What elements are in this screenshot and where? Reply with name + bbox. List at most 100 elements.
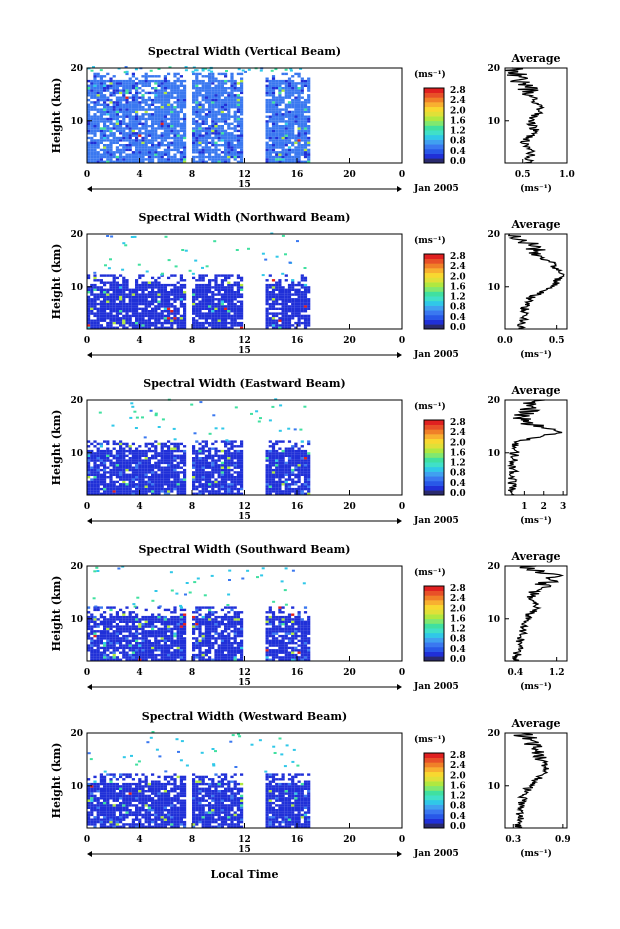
heatmap-cell: [87, 620, 91, 623]
heatmap-cell: [300, 487, 304, 491]
heatmap-cell: [211, 82, 215, 85]
heatmap-cell: [103, 122, 107, 125]
heatmap-cell: [90, 283, 94, 287]
heatmap-cell: [294, 307, 298, 310]
heatmap-cell: [211, 471, 215, 474]
heatmap-cell: [151, 651, 155, 654]
heatmap-cell: [192, 466, 196, 469]
heatmap-cell: [192, 464, 196, 467]
heatmap-cell: [109, 84, 113, 87]
heatmap-cell: [201, 103, 205, 106]
heatmap-cell: [268, 312, 272, 315]
heatmap-cell: [170, 82, 174, 85]
heatmap-cell: [125, 153, 129, 156]
heatmap-cell: [173, 649, 177, 652]
heatmap-cell: [204, 98, 208, 102]
heatmap-cell: [109, 632, 113, 635]
heatmap-cell: [87, 492, 91, 495]
heatmap-cell: [154, 148, 158, 152]
heatmap-cell: [160, 120, 164, 123]
heatmap-cell: [268, 324, 272, 327]
heatmap-cell: [87, 449, 91, 453]
heatmap-cell: [233, 148, 237, 152]
heatmap-cell: [173, 466, 177, 469]
heatmap-cell: [151, 113, 155, 116]
heatmap-cell: [167, 653, 171, 657]
heatmap-cell: [236, 276, 240, 280]
heatmap-cell: [141, 136, 145, 140]
heatmap-cell: [115, 79, 119, 83]
heatmap-cell: [233, 139, 237, 142]
heatmap-cell: [204, 274, 208, 277]
average-y-tick-label: 20: [487, 64, 500, 74]
heatmap-cell: [201, 117, 205, 121]
heatmap-cell: [265, 146, 269, 149]
heatmap-cell: [93, 314, 97, 318]
heatmap-cell: [160, 321, 164, 325]
heatmap-cell: [125, 305, 129, 308]
heatmap-cell: [147, 649, 151, 652]
heatmap-cell: [112, 653, 116, 657]
heatmap-cell: [217, 312, 221, 315]
heatmap-cell: [124, 244, 128, 247]
heatmap-cell: [300, 305, 304, 308]
colorbar-tick-label: 2.8: [450, 86, 466, 96]
heatmap-cell: [87, 94, 91, 97]
panel-4: Spectral Width (Southward Beam)1020Heigh…: [50, 543, 568, 692]
heatmap-cell: [198, 300, 202, 303]
heatmap-cell: [230, 447, 234, 450]
heatmap-cell: [179, 478, 183, 481]
heatmap-cell: [227, 136, 231, 140]
heatmap-cell: [204, 485, 208, 488]
heatmap-cell: [278, 317, 282, 320]
heatmap-cell: [151, 117, 155, 121]
heatmap-cell: [300, 82, 304, 85]
heatmap-cell: [224, 75, 228, 78]
heatmap-cell: [87, 79, 91, 83]
heatmap-cell: [268, 492, 272, 495]
heatmap-cell: [233, 310, 237, 313]
heatmap-cell: [154, 117, 158, 121]
heatmap-cell: [176, 129, 180, 133]
heatmap-cell: [230, 473, 234, 476]
heatmap-cell: [291, 281, 295, 284]
heatmap-cell: [112, 160, 116, 163]
heatmap-cell: [125, 466, 129, 469]
heatmap-cell: [281, 461, 285, 465]
heatmap-cell: [138, 302, 142, 306]
heatmap-cell: [265, 466, 269, 469]
heatmap-cell: [109, 258, 112, 261]
heatmap-cell: [201, 464, 205, 467]
heatmap-cell: [291, 300, 295, 303]
heatmap-cell: [224, 310, 228, 313]
heatmap-cell: [227, 293, 231, 296]
heatmap-cell: [300, 136, 304, 140]
heatmap-cell: [268, 452, 272, 455]
heatmap-cell: [87, 87, 91, 90]
heatmap-cell: [284, 144, 288, 147]
heatmap-cell: [87, 637, 91, 640]
heatmap-cell: [167, 454, 171, 457]
heatmap-cell: [201, 98, 205, 102]
heatmap-cell: [284, 134, 288, 137]
heatmap-cell: [265, 125, 269, 128]
heatmap-cell: [138, 487, 142, 491]
heatmap-cell: [112, 279, 116, 282]
heatmap-cell: [135, 471, 139, 474]
heatmap-cell: [201, 447, 205, 450]
heatmap-cell: [87, 115, 91, 118]
heatmap-cell: [163, 139, 167, 142]
heatmap-cell: [90, 298, 94, 301]
heatmap-cell: [103, 620, 107, 623]
heatmap-cell: [204, 96, 208, 99]
heatmap-cell: [275, 314, 279, 318]
heatmap-cell: [179, 639, 183, 642]
heatmap-cell: [147, 466, 151, 469]
heatmap-cell: [93, 117, 97, 121]
heatmap-cell: [122, 615, 126, 619]
heatmap-cell: [240, 283, 244, 287]
heatmap-cell: [195, 449, 199, 453]
heatmap-cell: [106, 293, 110, 296]
heatmap-cell: [144, 122, 148, 125]
